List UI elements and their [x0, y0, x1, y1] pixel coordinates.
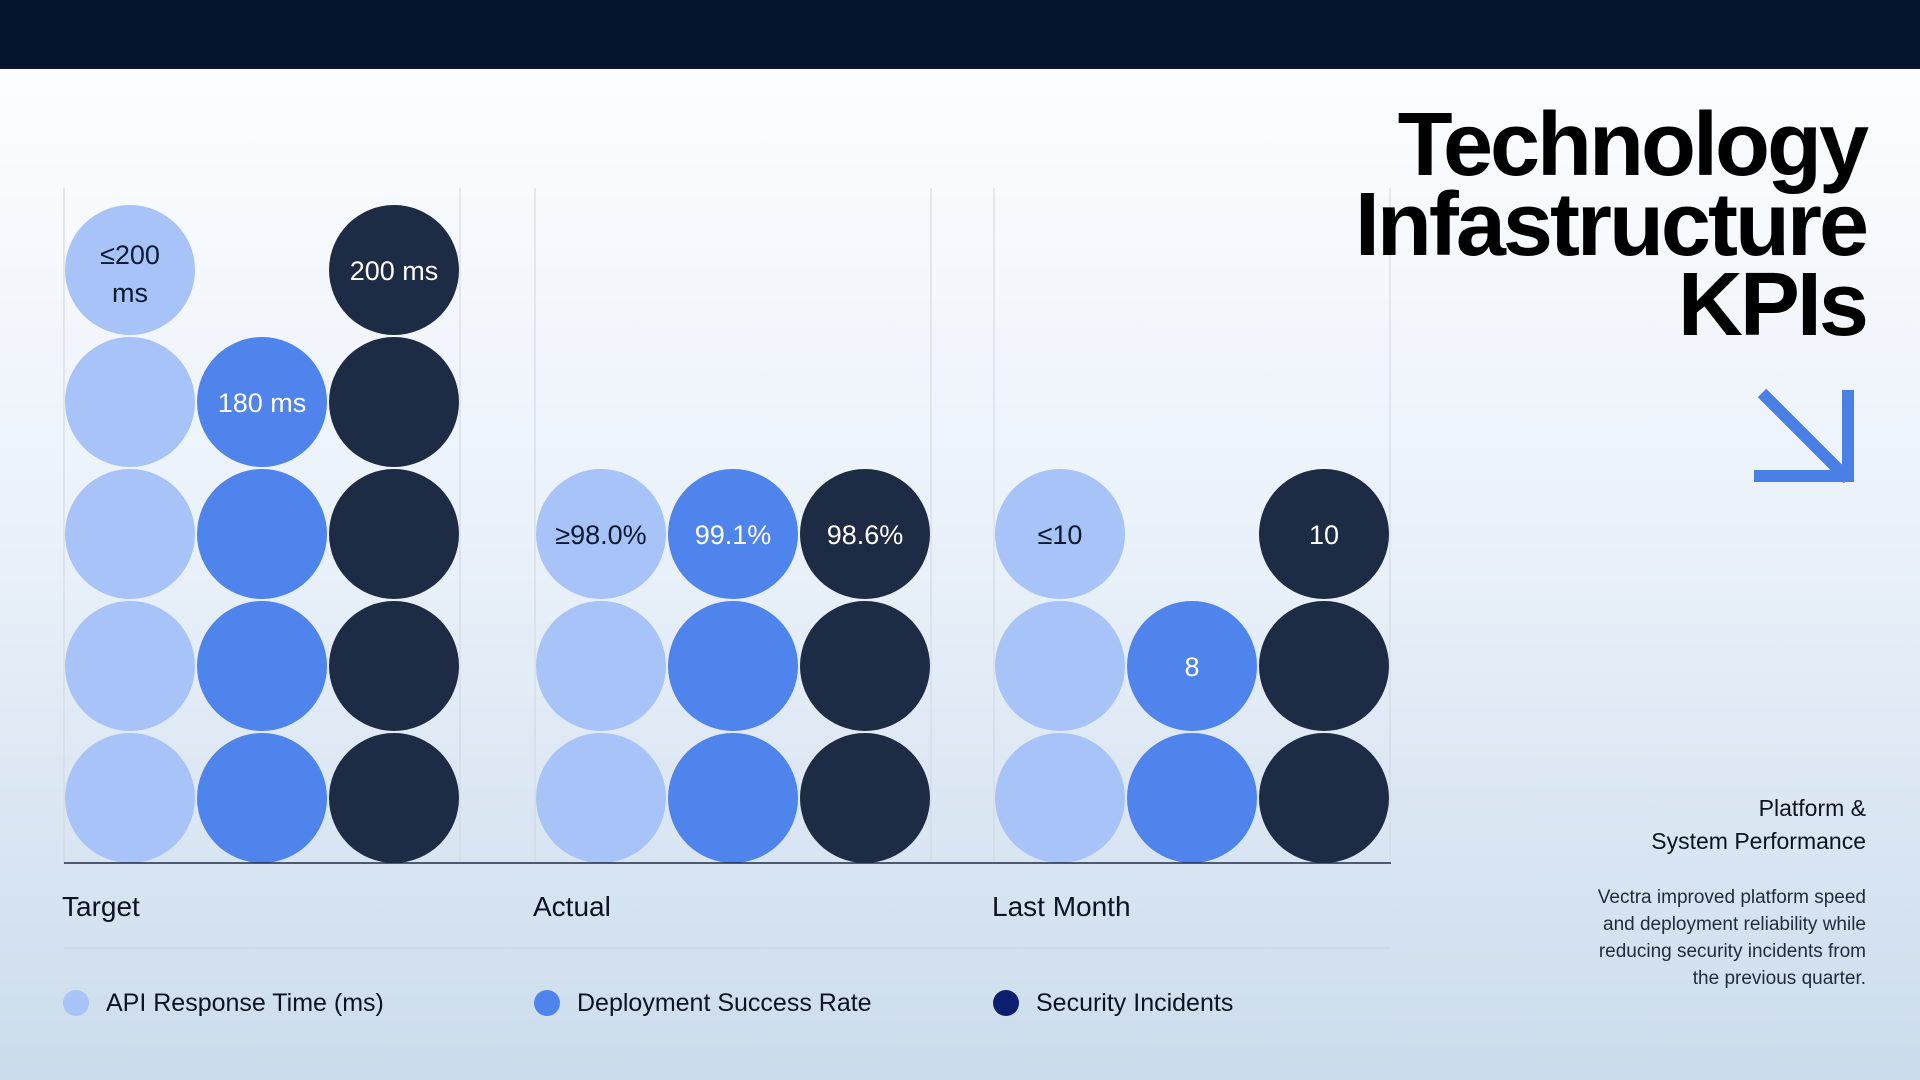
legend-label: Deployment Success Rate: [577, 989, 872, 1017]
subtitle-line-2: System Performance: [1651, 828, 1866, 854]
category-label: Target: [62, 891, 140, 922]
circle-mark: [197, 469, 327, 599]
circle-mark: [197, 601, 327, 731]
data-label: ≤200: [100, 240, 160, 270]
top-bar: [0, 0, 1920, 69]
circle-mark: [800, 601, 930, 731]
title-line-3: KPIs: [1677, 255, 1869, 355]
title-line-2: Infastructure: [1354, 175, 1869, 275]
legend-label: API Response Time (ms): [106, 989, 384, 1017]
circle-mark: [536, 601, 666, 731]
circle-mark: [668, 469, 798, 599]
data-label: 180 ms: [218, 388, 307, 418]
data-label: 98.6%: [827, 520, 904, 550]
circle-mark: [995, 469, 1125, 599]
title-line-1: Technology: [1397, 95, 1869, 195]
circle-mark: [329, 601, 459, 731]
circle-mark: [668, 733, 798, 863]
data-label: ≥98.0%: [555, 520, 646, 550]
data-label: ms: [112, 278, 148, 308]
category-label: Actual: [533, 891, 611, 922]
legend-label: Security Incidents: [1036, 989, 1233, 1017]
circle-mark: [995, 733, 1125, 863]
circle-mark: [1259, 733, 1389, 863]
circle-mark: [65, 205, 195, 335]
circle-mark: [329, 205, 459, 335]
legend-swatch: [534, 990, 560, 1016]
data-label: 8: [1184, 652, 1199, 682]
legend-swatch: [993, 990, 1019, 1016]
data-label: ≤10: [1038, 520, 1083, 550]
circle-mark: [65, 469, 195, 599]
data-label: 200 ms: [350, 256, 439, 286]
description-text: Vectra improved platform speed and deplo…: [1597, 887, 1866, 989]
circle-mark: [1127, 601, 1257, 731]
category-label: Last Month: [992, 891, 1131, 922]
circle-mark: [1127, 733, 1257, 863]
circle-mark: [536, 733, 666, 863]
data-label: 10: [1309, 520, 1339, 550]
legend-swatch: [63, 990, 89, 1016]
subtitle-line-1: Platform &: [1758, 795, 1866, 821]
circle-mark: [329, 469, 459, 599]
circle-mark: [1259, 601, 1389, 731]
circle-mark: [65, 733, 195, 863]
data-label: 99.1%: [695, 520, 772, 550]
circle-mark: [329, 733, 459, 863]
arrow-down-right-icon: [1754, 388, 1854, 484]
circle-mark: [197, 337, 327, 467]
circle-mark: [800, 469, 930, 599]
page-title: Technology Infastructure KPIs: [1306, 95, 1869, 355]
circle-mark: [1259, 469, 1389, 599]
circle-mark: [800, 733, 930, 863]
circle-mark: [329, 337, 459, 467]
circle-mark: [65, 601, 195, 731]
section-subtitle: Platform & System Performance: [1546, 792, 1866, 858]
circle-mark: [65, 337, 195, 467]
circle-mark: [197, 733, 327, 863]
circle-mark: [668, 601, 798, 731]
circle-mark: [995, 601, 1125, 731]
circle-mark: [536, 469, 666, 599]
